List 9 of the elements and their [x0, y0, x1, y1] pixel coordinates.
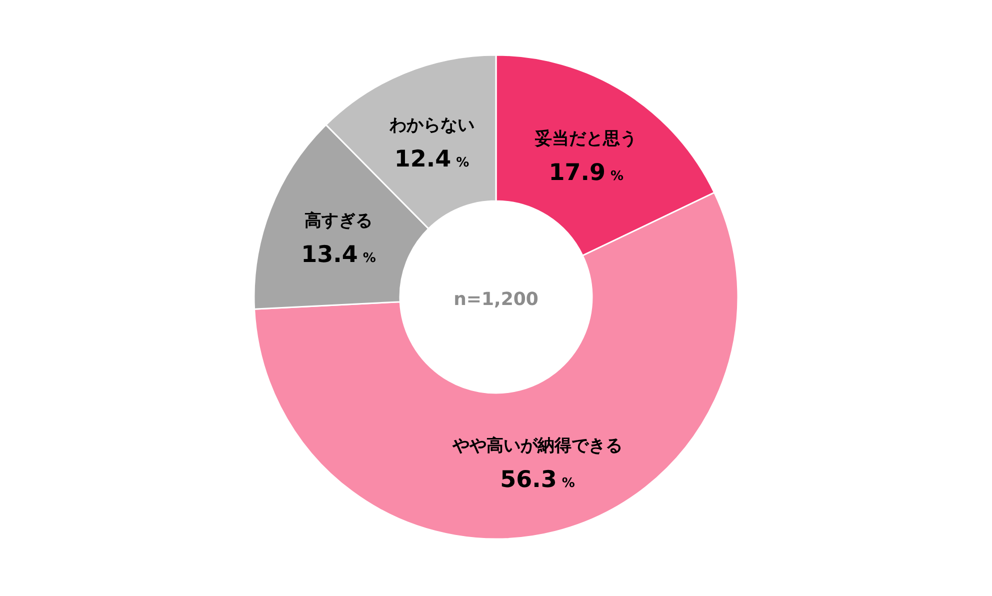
data-label: 17.9%	[548, 160, 624, 186]
slice-label: 高すぎる	[304, 210, 372, 231]
text: n=1,200	[454, 289, 538, 310]
slice-label: わからない	[388, 116, 474, 136]
slice-label: やや高いが納得できる	[452, 436, 623, 456]
data-label: 56.3%	[500, 466, 575, 493]
data-label: 12.4%	[394, 146, 470, 173]
slice-label: 妥当だと思う	[534, 129, 638, 150]
data-label: 13.4%	[301, 242, 376, 268]
